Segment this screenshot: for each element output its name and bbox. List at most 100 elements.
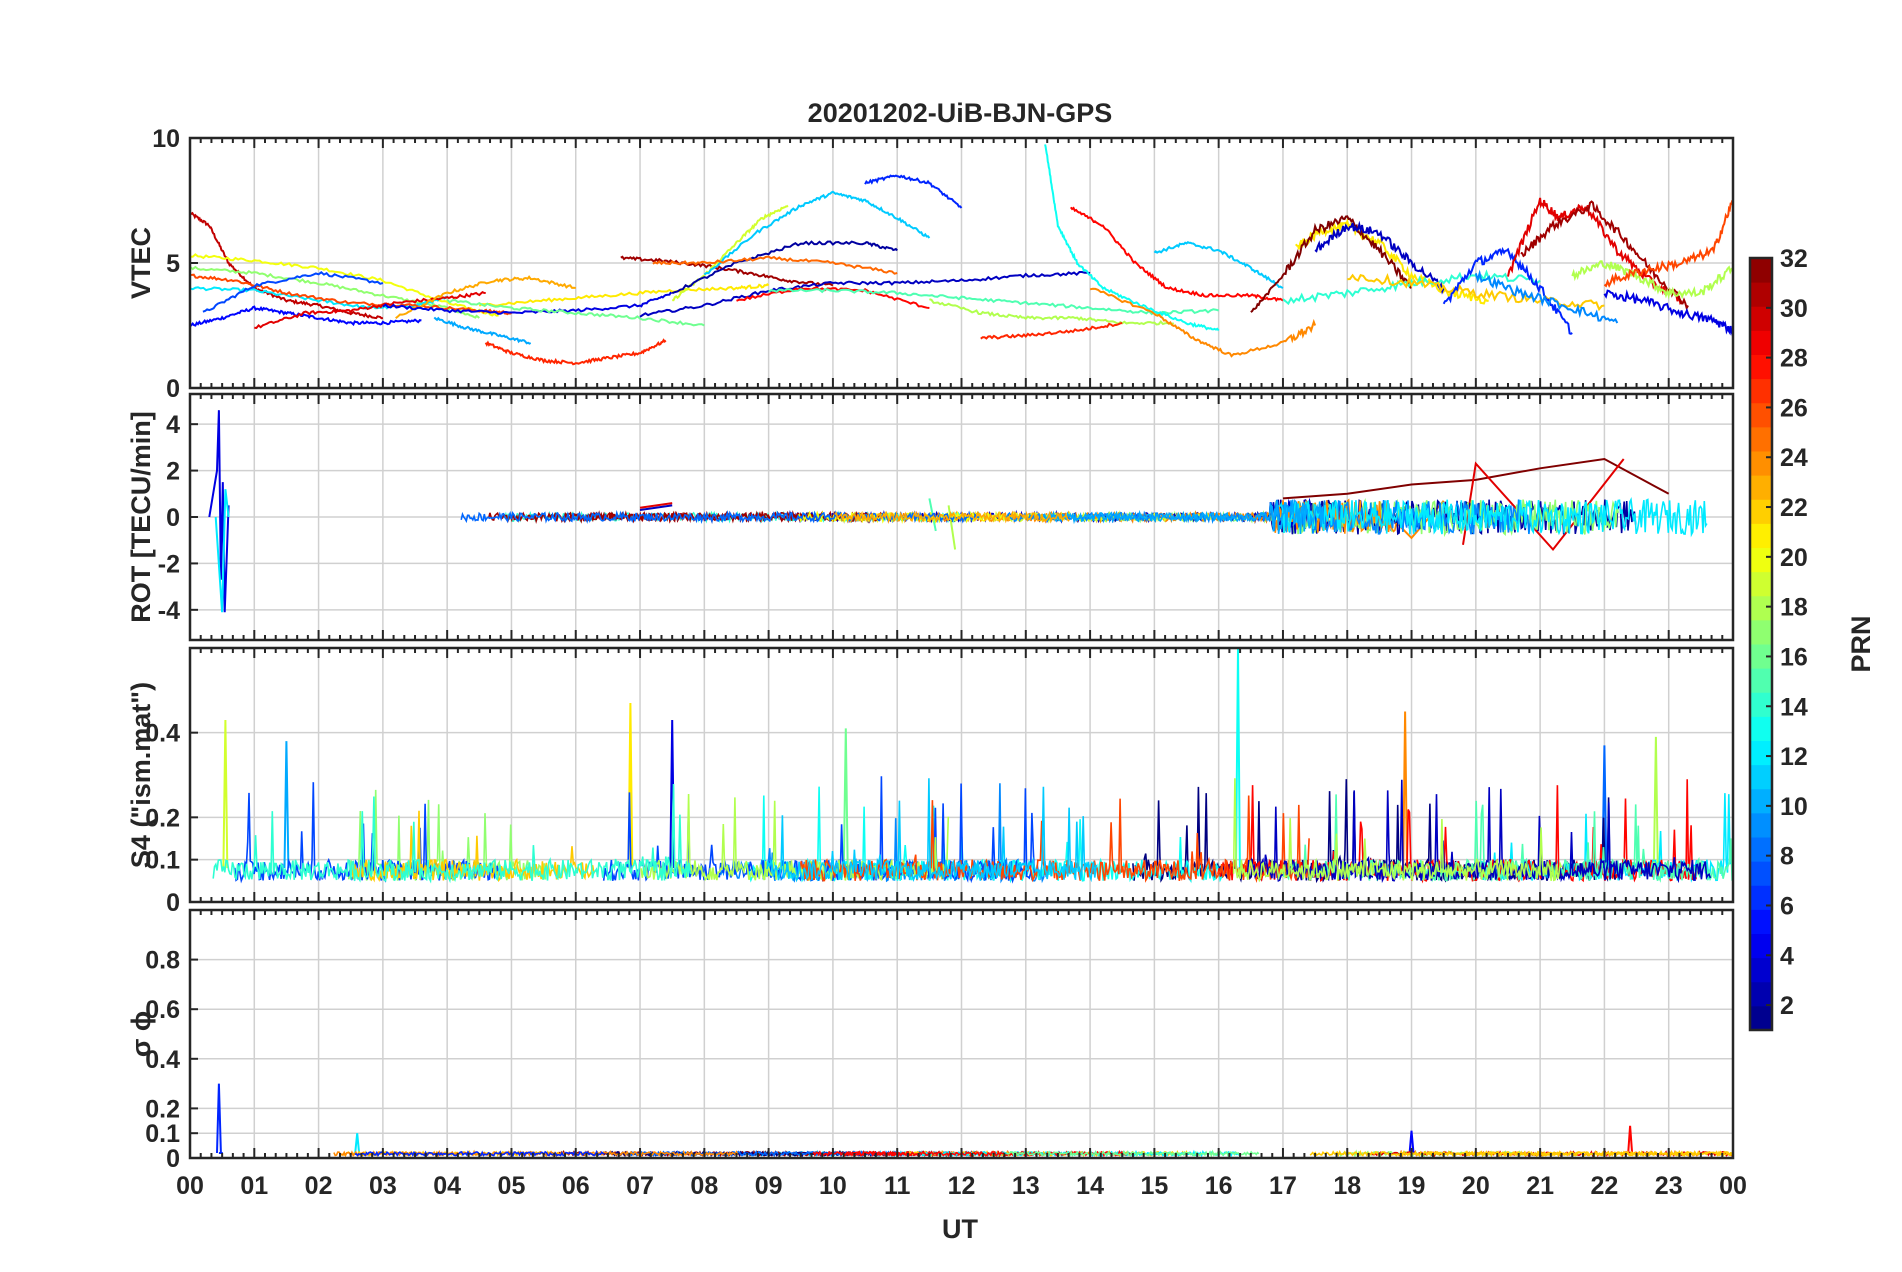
series-line-prn-4 <box>1603 289 1733 338</box>
colorbar-tick-label: 2 <box>1780 992 1794 1020</box>
noise-trace-prn-23 <box>834 510 1070 524</box>
y-tick-label: 0 <box>166 375 180 403</box>
series-line-prn-18 <box>1652 736 1659 869</box>
noise-trace-prn-26 <box>799 795 1310 883</box>
x-tick-label: 21 <box>1526 1172 1554 1200</box>
y-tick-label: 4 <box>166 411 180 439</box>
colorbar-segment <box>1750 788 1772 814</box>
y-tick-label: 10 <box>152 125 180 153</box>
y-axis-label-sigma_phi: σ ϕ <box>126 1011 156 1057</box>
panel-vtec: 0 5 10 VTEC <box>126 125 1735 403</box>
x-tick-label: 07 <box>626 1172 654 1200</box>
x-tick-label: 08 <box>690 1172 718 1200</box>
panel-s4-plot <box>212 648 1733 884</box>
series-line-prn-12 <box>354 1133 361 1154</box>
colorbar-tick-label: 16 <box>1780 643 1808 671</box>
panel-vtec-grid <box>190 138 1733 388</box>
series-line-prn-18 <box>947 505 957 550</box>
x-axis-label: UT <box>942 1214 978 1244</box>
series-line-prn-5 <box>190 305 422 328</box>
series-line-prn-12 <box>190 286 448 310</box>
colorbar-segment <box>1750 740 1772 766</box>
x-tick-label: 12 <box>948 1172 976 1200</box>
x-tick-label: 00 <box>1719 1172 1747 1200</box>
colorbar-segment <box>1750 330 1772 355</box>
colorbar-segment <box>1750 354 1772 380</box>
noise-trace-prn-10 <box>1042 499 1325 535</box>
colorbar-tick-label: 4 <box>1780 942 1794 970</box>
colorbar-segment <box>1750 378 1772 404</box>
y-tick-label: 0.1 <box>145 1120 180 1148</box>
series-line-prn-3 <box>639 504 673 511</box>
colorbar-frame <box>1748 256 1774 1032</box>
y-tick-label: 0.1 <box>145 847 180 875</box>
y-tick-label: 0.2 <box>145 804 180 832</box>
series-line-prn-29 <box>254 291 486 330</box>
colorbar-segment <box>1750 426 1772 452</box>
colorbar-segment <box>1750 812 1772 838</box>
colorbar-segment <box>1750 692 1772 717</box>
series-line-prn-11 <box>703 190 931 276</box>
x-tick-label: 17 <box>1269 1172 1297 1200</box>
colorbar-segment <box>1750 475 1772 500</box>
colorbar-segment <box>1750 644 1772 669</box>
colorbar-tick-label: 18 <box>1780 594 1808 622</box>
colorbar-segment <box>1750 957 1772 983</box>
series-line-prn-26 <box>1603 199 1733 288</box>
colorbar-tick-label: 22 <box>1780 494 1808 522</box>
colorbar-label: PRN <box>1846 615 1876 672</box>
colorbar-segment <box>1750 619 1772 645</box>
noise-trace-prn-18 <box>1232 778 1563 883</box>
x-tick-label: 02 <box>305 1172 333 1200</box>
x-tick-label: 05 <box>498 1172 526 1200</box>
x-tick-label: 20 <box>1462 1172 1490 1200</box>
y-tick-label: 0 <box>166 1145 180 1173</box>
colorbar-tick-label: 6 <box>1780 892 1794 920</box>
colorbar-segment <box>1750 402 1772 428</box>
noise-trace-prn-11 <box>766 778 1097 883</box>
noise-trace-prn-14 <box>212 783 692 884</box>
colorbar-tick-label: 24 <box>1780 444 1808 472</box>
panel-rot-plot <box>208 410 1708 613</box>
x-tick-label: 13 <box>1012 1172 1040 1200</box>
panel-sigma_phi: 00.10.2 0.4 0.6 0.8 σ ϕ <box>126 908 1735 1173</box>
colorbar-segment <box>1750 885 1772 910</box>
series-line-prn-10 <box>433 316 532 345</box>
series-line-prn-19 <box>672 204 789 302</box>
colorbar-segment <box>1750 668 1772 693</box>
series-line-prn-14 <box>1282 269 1541 306</box>
series-line-prn-31 <box>1520 200 1689 311</box>
noise-trace-prn-3 <box>1246 779 1712 884</box>
y-tick-label: 0.6 <box>145 996 180 1024</box>
colorbar-segment <box>1750 1005 1772 1031</box>
noise-trace-prn-22 <box>1425 1149 1733 1158</box>
panel-vtec-plot <box>190 144 1733 366</box>
x-tick-label: 15 <box>1140 1172 1168 1200</box>
series-line-prn-7 <box>202 271 384 313</box>
x-tick-label: 14 <box>1076 1172 1104 1200</box>
colorbar-segment <box>1750 282 1772 307</box>
series-line-prn-21 <box>1295 218 1489 305</box>
x-tick-label: 11 <box>884 1172 911 1200</box>
series-line-prn-24 <box>1402 711 1408 869</box>
colorbar-tick-label: 10 <box>1780 793 1808 821</box>
y-tick-label: 5 <box>166 250 180 278</box>
colorbar-segment <box>1750 981 1772 1007</box>
series-line-prn-32 <box>1282 457 1670 500</box>
series-line-prn-32 <box>1250 215 1412 313</box>
y-tick-label: 0 <box>166 504 180 532</box>
y-axis-label-s4: S4 ("ism.mat") <box>126 682 156 868</box>
y-tick-label: 0.8 <box>145 947 180 975</box>
x-tick-label: 23 <box>1655 1172 1683 1200</box>
colorbar-segment <box>1750 451 1772 476</box>
series-line-prn-15 <box>768 287 1219 316</box>
y-axis-label-vtec: VTEC <box>126 227 156 299</box>
x-tick-label: 10 <box>819 1172 847 1200</box>
x-tick-label: 16 <box>1205 1172 1233 1200</box>
chart-title: 20201202-UiB-BJN-GPS <box>808 98 1113 128</box>
colorbar-segment <box>1750 571 1772 597</box>
series-line-prn-13 <box>1235 648 1241 869</box>
series-line-prn-29 <box>1507 197 1683 305</box>
x-tick-label: 09 <box>755 1172 783 1200</box>
